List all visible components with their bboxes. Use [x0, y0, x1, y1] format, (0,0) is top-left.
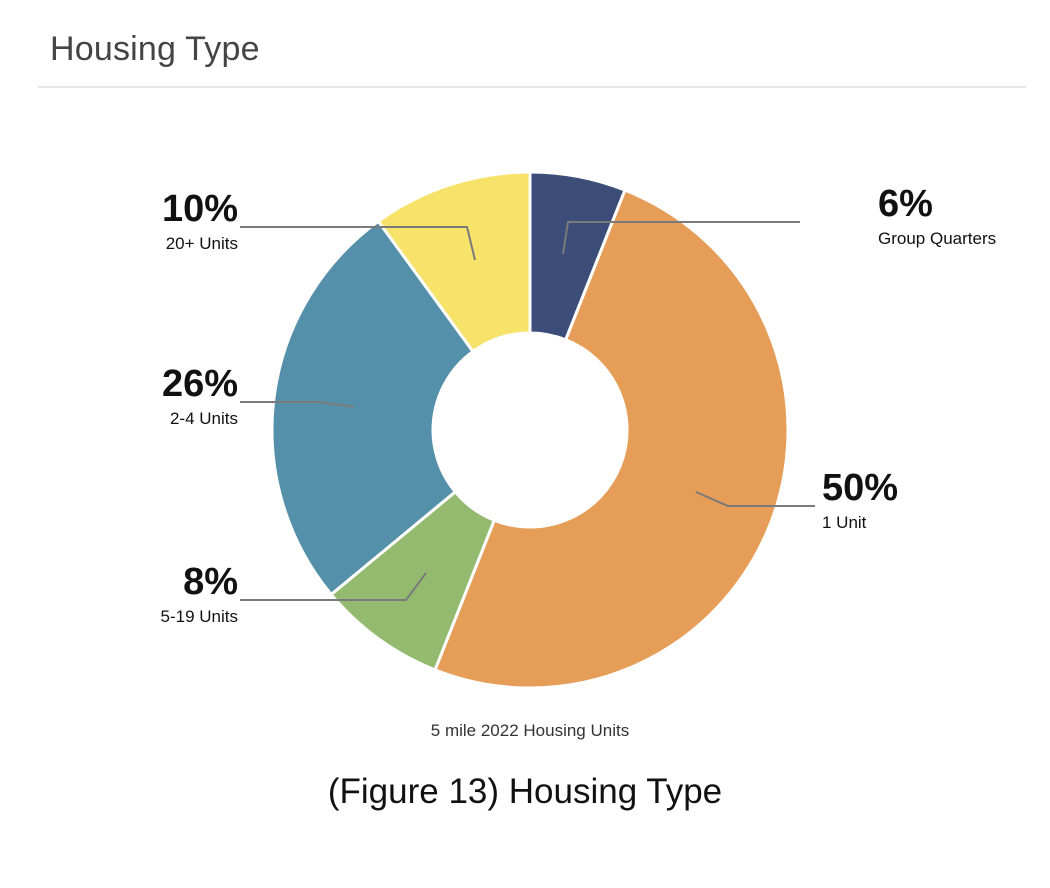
leader-lines: [240, 221, 815, 601]
percent-label-2-4-units: 26%: [162, 363, 238, 405]
category-label-2-4-units: 2-4 Units: [170, 409, 238, 428]
page-title: Housing Type: [50, 30, 260, 68]
percent-label-1-unit: 50%: [822, 467, 898, 509]
leader-line-group-quarters: [562, 221, 800, 255]
category-label-group-quarters: Group Quarters: [878, 229, 996, 248]
slice-labels: 6% Group Quarters 50% 1 Unit 8% 5-19 Units 26%…: [161, 183, 997, 626]
chart-caption: 5 mile 2022 Housing Units: [431, 721, 629, 740]
leader-line-5-19-units: [240, 572, 427, 601]
donut-slice-1-unit: [433, 188, 790, 690]
figure-caption: (Figure 13) Housing Type: [327, 772, 723, 811]
percent-label-20-units: 10%: [162, 188, 238, 230]
donut-slice-2-4-units: [270, 219, 476, 597]
leader-line-20-units: [240, 226, 476, 261]
percent-label-5-19-units: 8%: [183, 561, 238, 603]
category-label-1-unit: 1 Unit: [822, 513, 867, 532]
leader-line-1-unit: [695, 491, 815, 507]
leader-line-2-4-units: [240, 401, 355, 408]
category-label-5-19-units: 5-19 Units: [161, 607, 238, 626]
category-label-20-units: 20+ Units: [166, 234, 238, 253]
header-divider: [38, 86, 1026, 88]
percent-label-group-quarters: 6%: [878, 183, 933, 225]
donut-slices: [270, 170, 790, 690]
donut-slice-20-units: [376, 170, 532, 354]
